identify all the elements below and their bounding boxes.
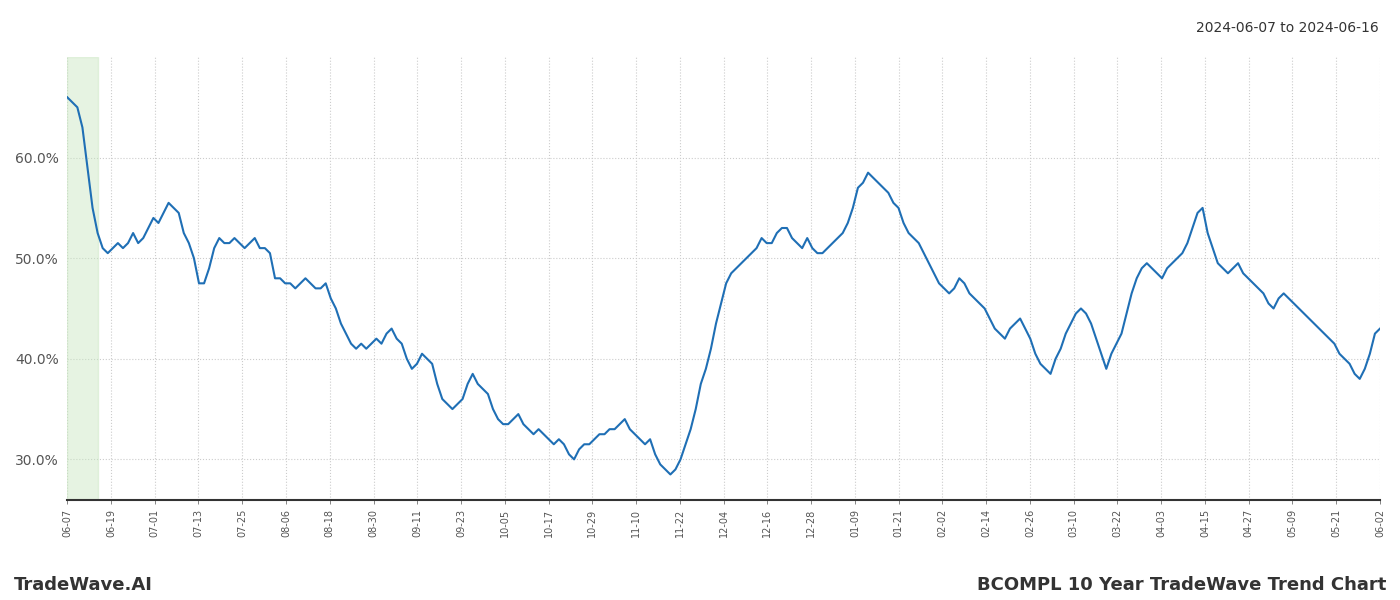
Text: TradeWave.AI: TradeWave.AI [14,576,153,594]
Bar [67,57,98,500]
Text: BCOMPL 10 Year TradeWave Trend Chart: BCOMPL 10 Year TradeWave Trend Chart [977,576,1386,594]
Text: 2024-06-07 to 2024-06-16: 2024-06-07 to 2024-06-16 [1196,21,1379,35]
